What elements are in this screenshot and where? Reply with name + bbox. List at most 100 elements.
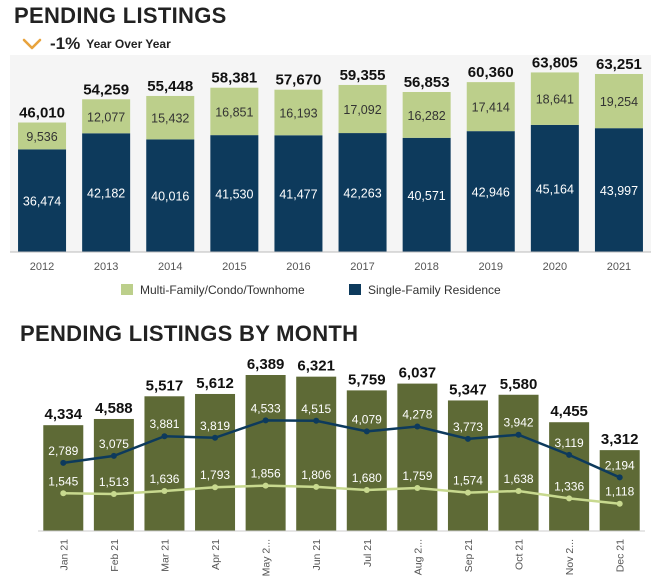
- x-tick-label: 2021: [607, 261, 631, 273]
- month-total-label: 5,580: [500, 376, 538, 393]
- bar-multi-family: [146, 95, 195, 140]
- label-multi-family-month: 1,336: [554, 479, 584, 493]
- x-tick-label: 2017: [350, 261, 374, 273]
- total-label: 55,448: [147, 78, 193, 95]
- yoy-value: -1%: [50, 34, 81, 53]
- bar-multi-family: [530, 72, 579, 125]
- bar-multi-family: [338, 84, 387, 134]
- month-total-label: 3,312: [601, 431, 639, 448]
- total-label: 59,355: [340, 67, 386, 84]
- label-multi-family: 9,536: [26, 130, 57, 144]
- label-multi-family-month: 1,806: [301, 468, 331, 482]
- label-multi-family-month: 1,118: [605, 485, 634, 499]
- x-tick-label: 2014: [158, 261, 182, 273]
- x-tick-label: 2015: [222, 261, 246, 273]
- label-single-family: 43,997: [600, 184, 638, 198]
- label-single-family-month: 3,942: [504, 416, 534, 430]
- month-total-label: 5,612: [196, 375, 234, 392]
- point-multi-family: [566, 495, 573, 502]
- point-multi-family: [60, 490, 67, 497]
- month-tick-label: Mar 21: [159, 539, 171, 572]
- x-tick-label: 2012: [30, 261, 54, 273]
- point-multi-family: [161, 488, 168, 495]
- label-single-family-month: 4,079: [352, 412, 382, 426]
- x-tick-label: 2020: [543, 261, 567, 273]
- month-bar: [144, 396, 185, 531]
- label-single-family-month: 3,075: [99, 437, 129, 451]
- month-bar: [397, 383, 438, 531]
- point-multi-family: [110, 491, 117, 498]
- month-tick-label: Dec 21: [615, 539, 627, 572]
- page-title: PENDING LISTINGS: [14, 3, 227, 28]
- label-single-family: 41,477: [279, 188, 317, 202]
- month-bar: [43, 425, 84, 531]
- point-multi-family: [262, 482, 269, 489]
- legend-label-multi-family: Multi-Family/Condo/Townhome: [140, 283, 305, 297]
- month-tick-label: Oct 21: [514, 539, 526, 570]
- month-tick-label: Jan 21: [58, 539, 70, 571]
- label-multi-family: 17,092: [343, 103, 381, 117]
- month-total-label: 5,759: [348, 371, 386, 388]
- point-multi-family: [313, 483, 320, 490]
- label-single-family: 42,946: [472, 186, 510, 200]
- month-bar: [346, 390, 387, 531]
- label-single-family: 42,182: [87, 187, 125, 201]
- label-single-family-month: 3,773: [453, 420, 483, 434]
- month-total-label: 6,321: [297, 358, 335, 375]
- point-single-family: [363, 428, 370, 435]
- month-tick-label: Sep 21: [463, 539, 475, 572]
- bar-multi-family: [594, 73, 643, 129]
- label-single-family-month: 2,194: [605, 458, 635, 472]
- bar-multi-family: [466, 82, 515, 132]
- label-multi-family-month: 1,638: [504, 472, 534, 486]
- month-tick-label: May 2...: [261, 539, 273, 576]
- chevron-down-icon: [22, 38, 42, 50]
- legend-label-single-family: Single-Family Residence: [368, 283, 501, 297]
- legend-swatch-multi-family: [121, 284, 133, 295]
- label-multi-family-month: 1,513: [99, 475, 129, 489]
- bar-single-family: [338, 133, 387, 252]
- month-total-label: 4,455: [550, 403, 588, 420]
- total-label: 54,259: [83, 81, 129, 98]
- total-label: 60,360: [468, 64, 514, 81]
- total-label: 57,670: [276, 72, 322, 89]
- label-single-family-month: 4,533: [251, 401, 281, 415]
- total-label: 63,805: [532, 54, 578, 71]
- label-multi-family-month: 1,793: [200, 468, 230, 482]
- month-bar: [195, 393, 236, 531]
- label-single-family: 45,164: [536, 182, 574, 196]
- point-single-family: [515, 431, 522, 438]
- label-multi-family-month: 1,759: [402, 469, 432, 483]
- label-multi-family-month: 1,856: [251, 467, 281, 481]
- label-multi-family-month: 1,545: [48, 474, 78, 488]
- point-multi-family: [616, 500, 623, 507]
- total-label: 63,251: [596, 56, 642, 73]
- point-multi-family: [515, 488, 522, 495]
- total-label: 46,010: [19, 105, 65, 122]
- point-multi-family: [464, 489, 471, 496]
- label-single-family-month: 3,119: [555, 436, 584, 450]
- bar-single-family: [402, 137, 451, 252]
- label-multi-family: 18,641: [536, 93, 574, 107]
- point-multi-family: [212, 484, 219, 491]
- label-single-family: 40,016: [151, 190, 189, 204]
- label-multi-family: 16,193: [279, 106, 317, 120]
- bar-single-family: [466, 131, 515, 252]
- month-tick-label: Apr 21: [210, 539, 222, 570]
- x-tick-label: 2016: [286, 261, 310, 273]
- section-title-monthly: PENDING LISTINGS BY MONTH: [20, 321, 359, 346]
- bar-multi-family: [82, 99, 131, 134]
- label-multi-family: 15,432: [151, 112, 189, 126]
- total-label: 56,853: [404, 74, 450, 91]
- month-bar: [599, 450, 640, 531]
- label-single-family: 42,263: [343, 187, 381, 201]
- label-single-family: 41,530: [215, 188, 253, 202]
- label-multi-family: 16,282: [408, 109, 446, 123]
- legend-swatch-single-family: [349, 284, 361, 295]
- yoy-label: Year Over Year: [86, 37, 171, 51]
- bar-multi-family: [274, 89, 323, 136]
- point-multi-family: [414, 485, 421, 492]
- month-total-label: 4,588: [95, 400, 133, 417]
- month-tick-label: Aug 2...: [412, 539, 424, 575]
- bar-single-family: [82, 133, 131, 252]
